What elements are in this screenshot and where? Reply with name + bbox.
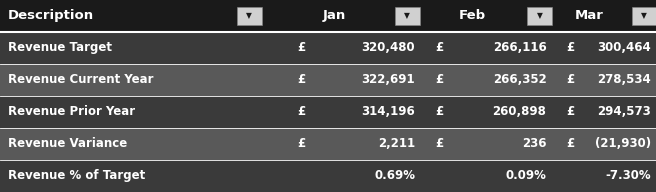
Text: 314,196: 314,196 [361, 105, 415, 118]
Bar [395, 7, 420, 25]
Bar [237, 7, 262, 25]
Text: ▼: ▼ [537, 11, 543, 20]
Text: Revenue % of Target: Revenue % of Target [8, 170, 145, 182]
Text: ▼: ▼ [405, 11, 410, 20]
Text: £: £ [435, 105, 443, 118]
Text: Feb: Feb [459, 9, 486, 22]
Text: Revenue Current Year: Revenue Current Year [8, 73, 154, 86]
Text: Description: Description [8, 9, 94, 22]
Text: 322,691: 322,691 [361, 73, 415, 86]
Text: 0.69%: 0.69% [374, 170, 415, 182]
Text: £: £ [297, 73, 306, 86]
Text: £: £ [566, 105, 575, 118]
Text: £: £ [566, 41, 575, 54]
Text: £: £ [297, 41, 306, 54]
Text: Jan: Jan [323, 9, 346, 22]
Text: £: £ [435, 73, 443, 86]
Bar [0, 0, 656, 32]
Text: 278,534: 278,534 [597, 73, 651, 86]
Text: 0.09%: 0.09% [506, 170, 546, 182]
Text: Revenue Target: Revenue Target [8, 41, 112, 54]
Text: £: £ [435, 137, 443, 150]
Bar [0, 64, 656, 96]
Text: 300,464: 300,464 [597, 41, 651, 54]
Text: £: £ [435, 41, 443, 54]
Text: ▼: ▼ [247, 11, 252, 20]
Bar [0, 128, 656, 160]
Text: 260,898: 260,898 [493, 105, 546, 118]
Bar [527, 7, 552, 25]
Text: Mar: Mar [574, 9, 604, 22]
Text: 2,211: 2,211 [378, 137, 415, 150]
Bar [0, 160, 656, 192]
Text: -7.30%: -7.30% [605, 170, 651, 182]
Bar [632, 7, 656, 25]
Text: 236: 236 [522, 137, 546, 150]
Text: ▼: ▼ [642, 11, 647, 20]
Text: £: £ [297, 105, 306, 118]
Text: 266,352: 266,352 [493, 73, 546, 86]
Text: 266,116: 266,116 [493, 41, 546, 54]
Text: 320,480: 320,480 [361, 41, 415, 54]
Text: Revenue Prior Year: Revenue Prior Year [8, 105, 135, 118]
Text: 294,573: 294,573 [597, 105, 651, 118]
Text: (21,930): (21,930) [594, 137, 651, 150]
Text: Revenue Variance: Revenue Variance [8, 137, 127, 150]
Bar [0, 32, 656, 64]
Text: £: £ [297, 137, 306, 150]
Bar [0, 96, 656, 128]
Text: £: £ [566, 73, 575, 86]
Text: £: £ [566, 137, 575, 150]
